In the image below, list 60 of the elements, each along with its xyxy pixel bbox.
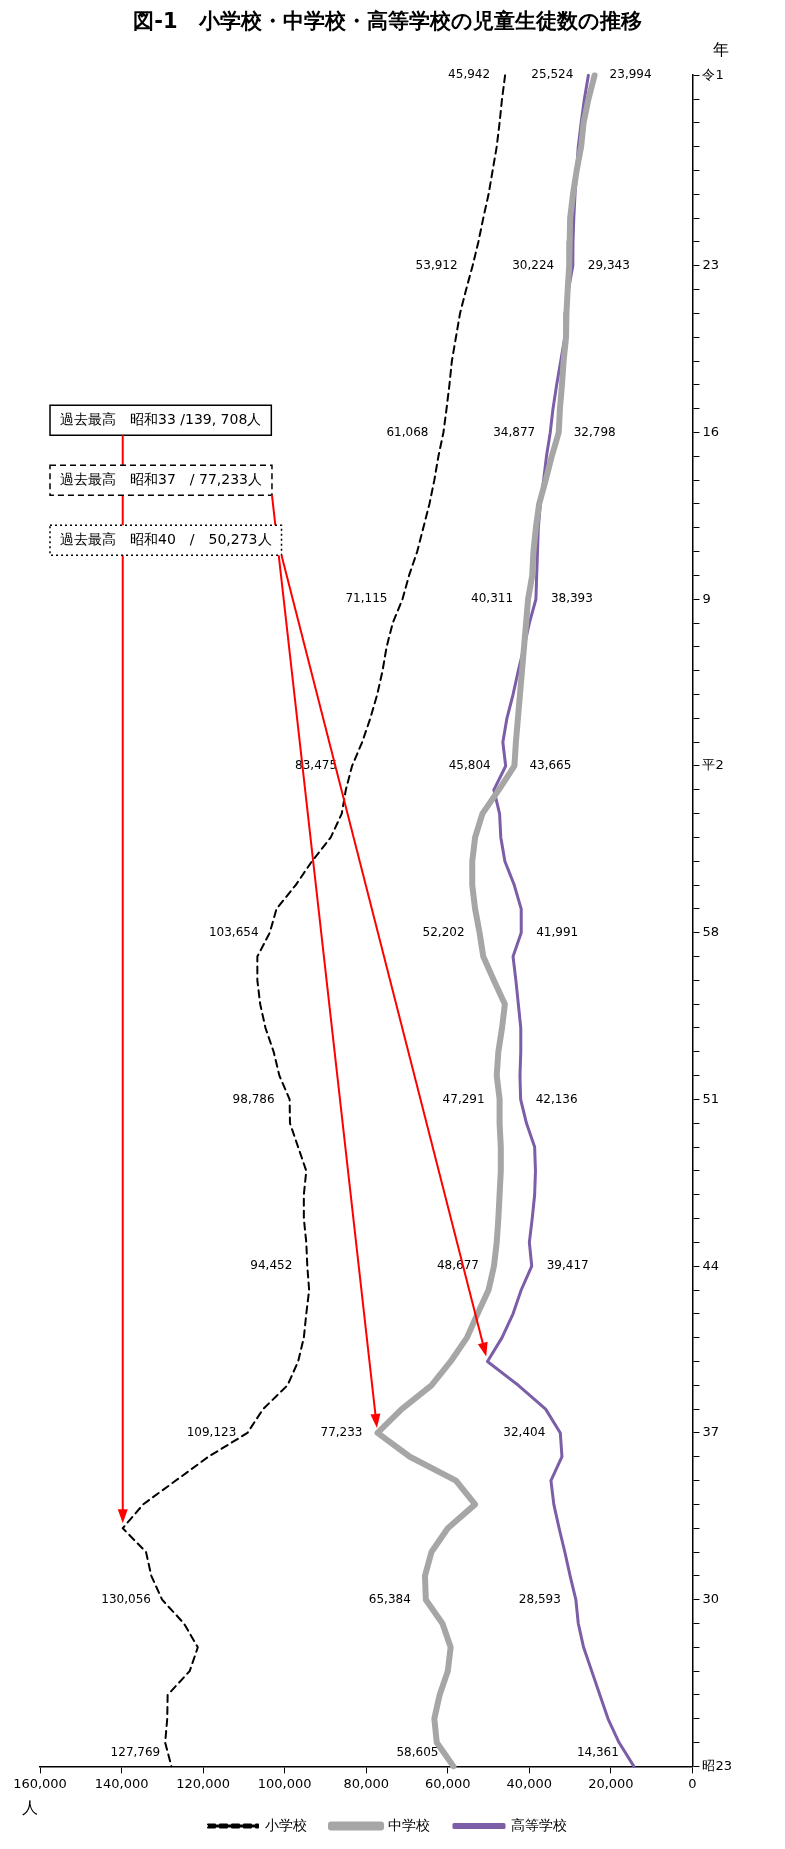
legend-label: 高等学校: [511, 1816, 567, 1833]
data-label: 130,056: [101, 1591, 151, 1606]
y-axis-title: 年: [713, 40, 729, 60]
chart-title: 図-1 小学校・中学校・高等学校の児童生徒数の推移: [133, 9, 642, 34]
data-label: 127,769: [110, 1744, 161, 1759]
data-label: 43,665: [529, 758, 572, 773]
data-label: 52,202: [422, 924, 465, 939]
data-label: 38,393: [550, 591, 593, 606]
data-label: 32,404: [503, 1425, 546, 1440]
x-tick-label: 20,000: [588, 1775, 634, 1791]
data-label: 28,593: [518, 1591, 561, 1606]
x-tick-label: 120,000: [176, 1775, 230, 1791]
x-tick-label: 100,000: [257, 1775, 312, 1791]
data-label: 98,786: [232, 1091, 275, 1106]
legend-label: 小学校: [265, 1816, 307, 1833]
data-label: 23,994: [609, 67, 652, 82]
data-label: 42,136: [535, 1091, 578, 1106]
data-label: 103,654: [208, 924, 259, 939]
annotation: 過去最高 昭和37 / 77,233人: [60, 470, 262, 487]
data-label: 94,452: [250, 1258, 293, 1273]
y-tick-label: 16: [702, 423, 719, 439]
data-label: 47,291: [442, 1091, 485, 1106]
data-label: 45,942: [448, 67, 491, 82]
x-tick-label: 40,000: [506, 1775, 553, 1791]
x-axis-title: 人: [22, 1798, 38, 1818]
annotation: 過去最高 昭和33 /139, 708人: [60, 410, 262, 427]
y-tick-label: 令1: [702, 66, 724, 82]
data-label: 40,311: [471, 591, 514, 606]
y-tick-label: 37: [702, 1424, 719, 1440]
data-label: 25,524: [531, 67, 574, 82]
data-label: 41,991: [536, 924, 579, 939]
data-label: 30,224: [512, 257, 555, 272]
data-label: 29,343: [587, 257, 630, 272]
data-label: 71,115: [345, 591, 388, 606]
x-tick-label: 140,000: [94, 1775, 149, 1791]
data-label: 39,417: [546, 1258, 589, 1273]
y-tick-label: 30: [702, 1591, 719, 1607]
y-tick-label: 51: [702, 1090, 719, 1106]
data-label: 45,804: [448, 758, 491, 773]
y-tick-label: 昭23: [702, 1757, 732, 1773]
x-tick-label: 80,000: [343, 1775, 389, 1791]
x-tick-label: 0: [688, 1775, 697, 1791]
y-tick-label: 平2: [702, 757, 724, 773]
y-tick-label: 23: [702, 257, 719, 273]
y-tick-label: 44: [702, 1257, 719, 1273]
legend-label: 中学校: [388, 1816, 430, 1833]
data-label: 65,384: [368, 1591, 411, 1606]
y-tick-label: 58: [702, 924, 719, 940]
data-label: 61,068: [386, 424, 429, 439]
data-label: 53,912: [415, 257, 458, 272]
x-tick-label: 60,000: [425, 1775, 471, 1791]
annotation: 過去最高 昭和40 / 50,273人: [60, 530, 272, 547]
data-label: 34,877: [493, 424, 536, 439]
data-label: 32,798: [573, 424, 616, 439]
x-tick-label: 160,000: [13, 1775, 67, 1791]
data-label: 109,123: [186, 1425, 237, 1440]
data-label: 77,233: [320, 1425, 363, 1440]
data-label: 58,605: [396, 1744, 439, 1759]
data-label: 14,361: [576, 1744, 619, 1759]
y-tick-label: 9: [702, 590, 711, 606]
